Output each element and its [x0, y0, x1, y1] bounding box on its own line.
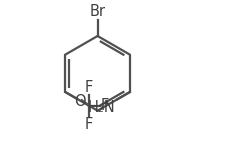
Text: H₂N: H₂N	[88, 100, 115, 115]
Text: F: F	[85, 80, 93, 95]
Text: F: F	[100, 98, 109, 113]
Text: O: O	[74, 94, 85, 109]
Text: Br: Br	[90, 4, 106, 19]
Text: F: F	[85, 117, 93, 132]
